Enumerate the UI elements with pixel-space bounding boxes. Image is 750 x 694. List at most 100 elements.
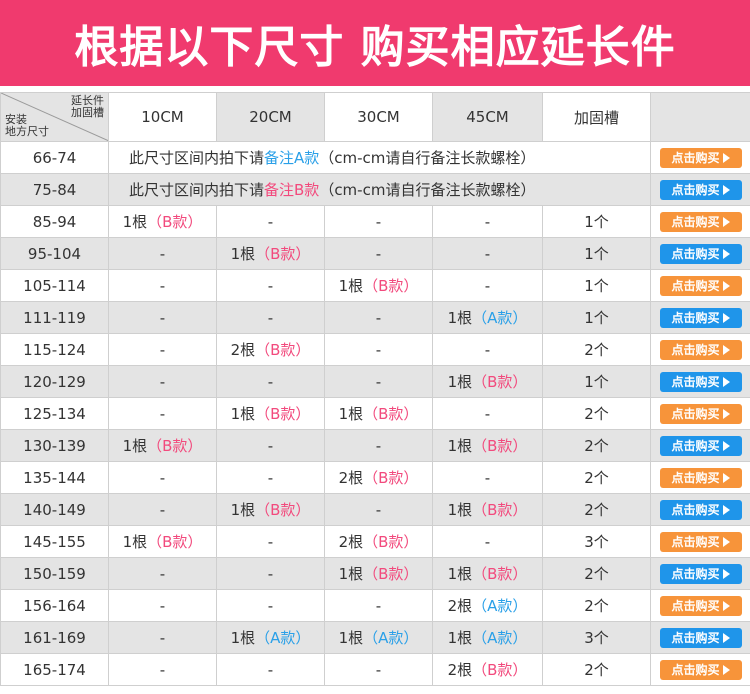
buy-button[interactable]: 点击购买 [659,275,742,296]
extension-cell: 1根（A款） [432,301,543,334]
play-arrow-icon [722,632,730,643]
note-highlight: 备注A款 [264,149,320,167]
extension-cell: - [108,493,217,526]
size-cell: 75-84 [0,173,109,206]
buy-button[interactable]: 点击购买 [659,211,742,232]
play-arrow-icon [722,504,730,515]
table-row: 156-164- - -2根（A款） 2个 点击购买 [0,589,750,622]
model-text: （B款） [363,277,419,295]
table-row: 75-84 此尺寸区间内拍下请备注B款（cm-cm请自行备注长款螺栓） 点击购买 [0,173,750,206]
buy-button[interactable]: 点击购买 [659,243,742,264]
model-text: （B款） [147,213,203,231]
buy-button[interactable]: 点击购买 [659,147,742,168]
model-text: （B款） [363,565,419,583]
buy-button[interactable]: 点击购买 [659,179,742,200]
column-header-buy [650,92,750,142]
table-row: 140-149-1根（B款） -1根（B款） 2个 点击购买 [0,493,750,526]
extension-cell: - [324,333,433,366]
size-cell: 105-114 [0,269,109,302]
buy-button-label: 点击购买 [671,534,720,549]
extension-cell: 1根（B款） [108,205,217,238]
buy-cell: 点击购买 [650,333,750,366]
extension-cell: - [216,525,325,558]
play-arrow-icon [722,440,730,451]
quantity-text: 1根 [230,629,256,647]
buy-cell: 点击购买 [650,205,750,238]
buy-button-label: 点击购买 [671,342,720,357]
buy-button[interactable]: 点击购买 [659,339,742,360]
extension-cell: - [216,557,325,590]
buy-button[interactable]: 点击购买 [659,627,742,648]
extension-cell: 1根（A款） [216,621,325,654]
extension-cell: - [108,333,217,366]
quantity-text: 2根 [447,597,473,615]
size-cell: 130-139 [0,429,109,462]
extension-cell: - [108,557,217,590]
model-text: （B款） [363,533,419,551]
quantity-text: 1根 [338,277,364,295]
buy-button-label: 点击购买 [671,470,720,485]
buy-cell: 点击购买 [650,493,750,526]
table-row: 115-124-2根（B款） - -2个 点击购买 [0,333,750,366]
quantity-text: 1根 [230,501,256,519]
table-row: 120-129- - -1根（B款） 1个 点击购买 [0,365,750,398]
note-text: 此尺寸区间内拍下请 [129,149,265,167]
extension-cell: - [108,269,217,302]
buy-button[interactable]: 点击购买 [659,403,742,424]
buy-button[interactable]: 点击购买 [659,659,742,680]
quantity-text: 1根 [447,373,473,391]
buy-cell: 点击购买 [650,429,750,462]
play-arrow-icon [722,216,730,227]
slot-cell: 3个 [542,621,651,654]
extension-cell: - [432,525,543,558]
buy-cell: 点击购买 [650,397,750,430]
size-cell: 135-144 [0,461,109,494]
buy-button[interactable]: 点击购买 [659,467,742,488]
play-arrow-icon [722,472,730,483]
extension-cell: - [108,301,217,334]
table-body: 66-74 此尺寸区间内拍下请备注A款（cm-cm请自行备注长款螺栓） 点击购买 75… [0,141,750,686]
buy-button[interactable]: 点击购买 [659,307,742,328]
size-cell: 125-134 [0,397,109,430]
size-cell: 140-149 [0,493,109,526]
buy-button[interactable]: 点击购买 [659,563,742,584]
model-text: （B款） [472,437,528,455]
buy-button-label: 点击购买 [671,598,720,613]
buy-button-label: 点击购买 [671,374,720,389]
size-table-container: 延长件 加固槽 安装 地方尺寸 10CM 20CM 30CM 45CM 加固槽 … [0,92,750,686]
slot-cell: 2个 [542,397,651,430]
buy-button[interactable]: 点击购买 [659,435,742,456]
corner-bottom-label: 安装 地方尺寸 [5,114,49,138]
size-cell: 66-74 [0,141,109,174]
model-text: （B款） [255,245,311,263]
extension-cell: - [216,301,325,334]
table-row: 161-169-1根（A款） 1根（A款） 1根（A款） 3个 点击购买 [0,621,750,654]
buy-button-label: 点击购买 [671,406,720,421]
quantity-text: 1根 [447,309,473,327]
extension-cell: 1根（A款） [432,621,543,654]
header-banner: 根据以下尺寸 购买相应延长件 [0,0,750,86]
buy-button[interactable]: 点击购买 [659,595,742,616]
play-arrow-icon [722,152,730,163]
extension-cell: - [324,365,433,398]
buy-button[interactable]: 点击购买 [659,531,742,552]
extension-cell: 2根（B款） [324,525,433,558]
extension-cell: 2根（B款） [216,333,325,366]
quantity-text: 1根 [230,245,256,263]
extension-cell: - [324,653,433,686]
extension-cell: 2根（A款） [432,589,543,622]
buy-button[interactable]: 点击购买 [659,371,742,392]
table-row: 130-139 1根（B款） - -1根（B款） 2个 点击购买 [0,429,750,462]
size-table: 延长件 加固槽 安装 地方尺寸 10CM 20CM 30CM 45CM 加固槽 … [0,92,750,686]
buy-button[interactable]: 点击购买 [659,499,742,520]
quantity-text: 2根 [230,341,256,359]
extension-cell: 1根（B款） [108,525,217,558]
buy-cell: 点击购买 [650,301,750,334]
buy-cell: 点击购买 [650,557,750,590]
buy-button-label: 点击购买 [671,278,720,293]
corner-bottom-line-2: 地方尺寸 [5,125,49,138]
table-row: 150-159- -1根（B款） 1根（B款） 2个 点击购买 [0,557,750,590]
slot-cell: 1个 [542,301,651,334]
quantity-text: 1根 [447,501,473,519]
extension-cell: - [108,461,217,494]
